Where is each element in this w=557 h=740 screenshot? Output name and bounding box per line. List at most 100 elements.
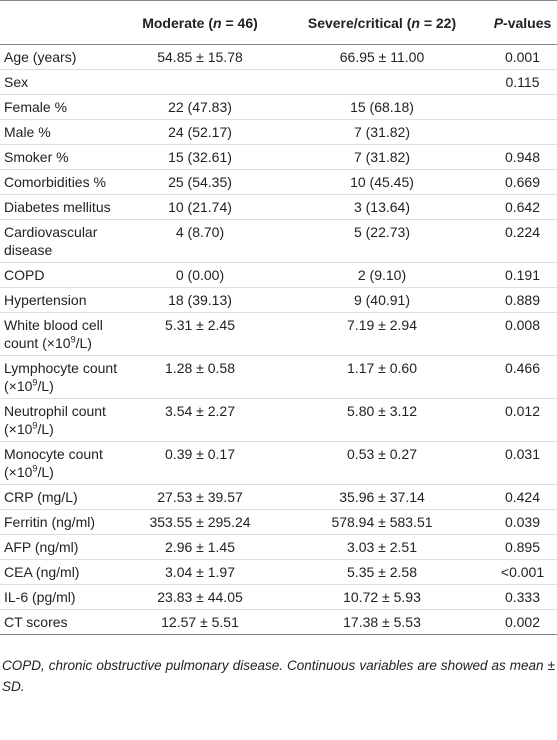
cell-moderate: 1.28 ± 0.58 [124, 355, 276, 399]
cell-text: 0.669 [504, 174, 541, 190]
cell-moderate: 12.57 ± 5.51 [124, 609, 276, 635]
italic-part: n [411, 14, 420, 31]
data-table: Moderate (n = 46) Severe/critical (n = 22… [0, 0, 557, 635]
cell-text: 0.012 [504, 403, 541, 419]
cell-text: 7 (31.82) [353, 124, 411, 140]
cell-text: CEA (ng/ml) [4, 564, 80, 580]
cell-moderate: 54.85 ± 15.78 [124, 44, 276, 70]
superscript: 9 [32, 420, 38, 431]
table-row: Smoker % 15 (32.61) 7 (31.82) 0.948 [0, 144, 557, 170]
header-cell: Moderate (n = 46) [124, 1, 276, 45]
cell-text: 15 (32.61) [168, 149, 232, 165]
cell-text: 0.031 [504, 446, 541, 462]
row-label: White blood cell count (×109/L) [0, 312, 124, 356]
cell-moderate: 22 (47.83) [124, 94, 276, 120]
cell-text: CRP (mg/L) [4, 489, 78, 505]
cell-moderate: 23.83 ± 44.05 [124, 584, 276, 610]
cell-text: 10 (21.74) [168, 199, 232, 215]
cell-text: Ferritin (ng/ml) [4, 514, 96, 530]
table-body: Age (years) 54.85 ± 15.78 66.95 ± 11.00 0.0… [0, 44, 557, 635]
cell-text: 25 (54.35) [168, 174, 232, 190]
cell-text: 0.224 [504, 224, 541, 240]
cell-severe: 10.72 ± 5.93 [276, 584, 488, 610]
cell-text: 9 (40.91) [353, 292, 411, 308]
cell-moderate: 3.04 ± 1.97 [124, 559, 276, 585]
cell-text: 2.96 ± 1.45 [165, 539, 235, 555]
row-label: Cardiovascular disease [0, 219, 124, 263]
text-part: /L) [37, 378, 54, 394]
text-part: /L) [37, 421, 54, 437]
table-row: Age (years) 54.85 ± 15.78 66.95 ± 11.00 0.0… [0, 44, 557, 70]
cell-text: 23.83 ± 44.05 [157, 589, 243, 605]
cell-moderate: 10 (21.74) [124, 194, 276, 220]
cell-text: Smoker % [4, 149, 69, 165]
cell-text: 0.001 [504, 49, 541, 65]
row-label: CT scores [0, 609, 124, 635]
cell-severe: 7 (31.82) [276, 119, 488, 145]
row-label: CRP (mg/L) [0, 484, 124, 510]
cell-text: 17.38 ± 5.53 [343, 614, 421, 630]
cell-text: 27.53 ± 39.57 [157, 489, 243, 505]
table-row: White blood cell count (×109/L) 5.31 ± 2.… [0, 312, 557, 356]
cell-p: 0.002 [488, 609, 557, 635]
table-row: Cardiovascular disease 4 (8.70) 5 (22.73) 0… [0, 219, 557, 263]
text-part: Neutrophil count (×10 [4, 403, 106, 437]
cell-severe: 3.03 ± 2.51 [276, 534, 488, 560]
cell-text: 18 (39.13) [168, 292, 232, 308]
cell-text: 24 (52.17) [168, 124, 232, 140]
cell-text: 578.94 ± 583.51 [331, 514, 433, 530]
table-row: Monocyte count (×109/L) 0.39 ± 0.17 0.53 ±… [0, 441, 557, 485]
text-part: Moderate ( [142, 14, 214, 31]
cell-text: Sex [4, 74, 29, 90]
cell-text: 7 (31.82) [353, 149, 411, 165]
cell-text: 0.424 [504, 489, 541, 505]
cell-text: 10 (45.45) [350, 174, 414, 190]
cell-text: 10.72 ± 5.93 [343, 589, 421, 605]
table-row: AFP (ng/ml) 2.96 ± 1.45 3.03 ± 2.51 0.895 [0, 534, 557, 560]
text-part: /L) [37, 464, 54, 480]
cell-text: 3 (13.64) [353, 199, 411, 215]
superscript: 9 [70, 334, 76, 345]
cell-p: 0.031 [488, 441, 557, 485]
cell-moderate: 4 (8.70) [124, 219, 276, 263]
cell-text: 5.80 ± 3.12 [347, 403, 417, 419]
table-row: Female % 22 (47.83) 15 (68.18) [0, 94, 557, 120]
cell-p: 0.889 [488, 287, 557, 313]
cell-severe: 10 (45.45) [276, 169, 488, 195]
cell-severe: 17.38 ± 5.53 [276, 609, 488, 635]
header-cell: Severe/critical (n = 22) [276, 1, 488, 45]
cell-text: 0.895 [504, 539, 541, 555]
cell-text: Female % [4, 99, 68, 115]
cell-p: 0.642 [488, 194, 557, 220]
cell-text: CT scores [4, 614, 68, 630]
row-label: Hypertension [0, 287, 124, 313]
cell-text: 1.17 ± 0.60 [347, 360, 417, 376]
cell-text: 0.002 [504, 614, 541, 630]
row-label: IL-6 (pg/ml) [0, 584, 124, 610]
cell-p: 0.895 [488, 534, 557, 560]
cell-text: 0.889 [504, 292, 541, 308]
table-row: Hypertension 18 (39.13) 9 (40.91) 0.889 [0, 287, 557, 313]
cell-text: 0.39 ± 0.17 [165, 446, 235, 462]
cell-severe: 35.96 ± 37.14 [276, 484, 488, 510]
cell-text: COPD [4, 267, 45, 283]
cell-text: 0.948 [504, 149, 541, 165]
cell-text: <0.001 [500, 564, 545, 580]
cell-moderate: 2.96 ± 1.45 [124, 534, 276, 560]
cell-text: AFP (ng/ml) [4, 539, 79, 555]
cell-p: 0.466 [488, 355, 557, 399]
cell-text: 66.95 ± 11.00 [339, 49, 425, 65]
table-row: Male % 24 (52.17) 7 (31.82) [0, 119, 557, 145]
cell-moderate [124, 69, 276, 95]
cell-severe: 1.17 ± 0.60 [276, 355, 488, 399]
text-part: Severe/critical ( [307, 14, 412, 31]
cell-text: 0.333 [504, 589, 541, 605]
cell-moderate: 3.54 ± 2.27 [124, 398, 276, 442]
cell-severe: 7 (31.82) [276, 144, 488, 170]
cell-p: 0.424 [488, 484, 557, 510]
cell-p [488, 119, 557, 145]
cell-moderate: 0.39 ± 0.17 [124, 441, 276, 485]
cell-text: 0.008 [504, 317, 541, 333]
